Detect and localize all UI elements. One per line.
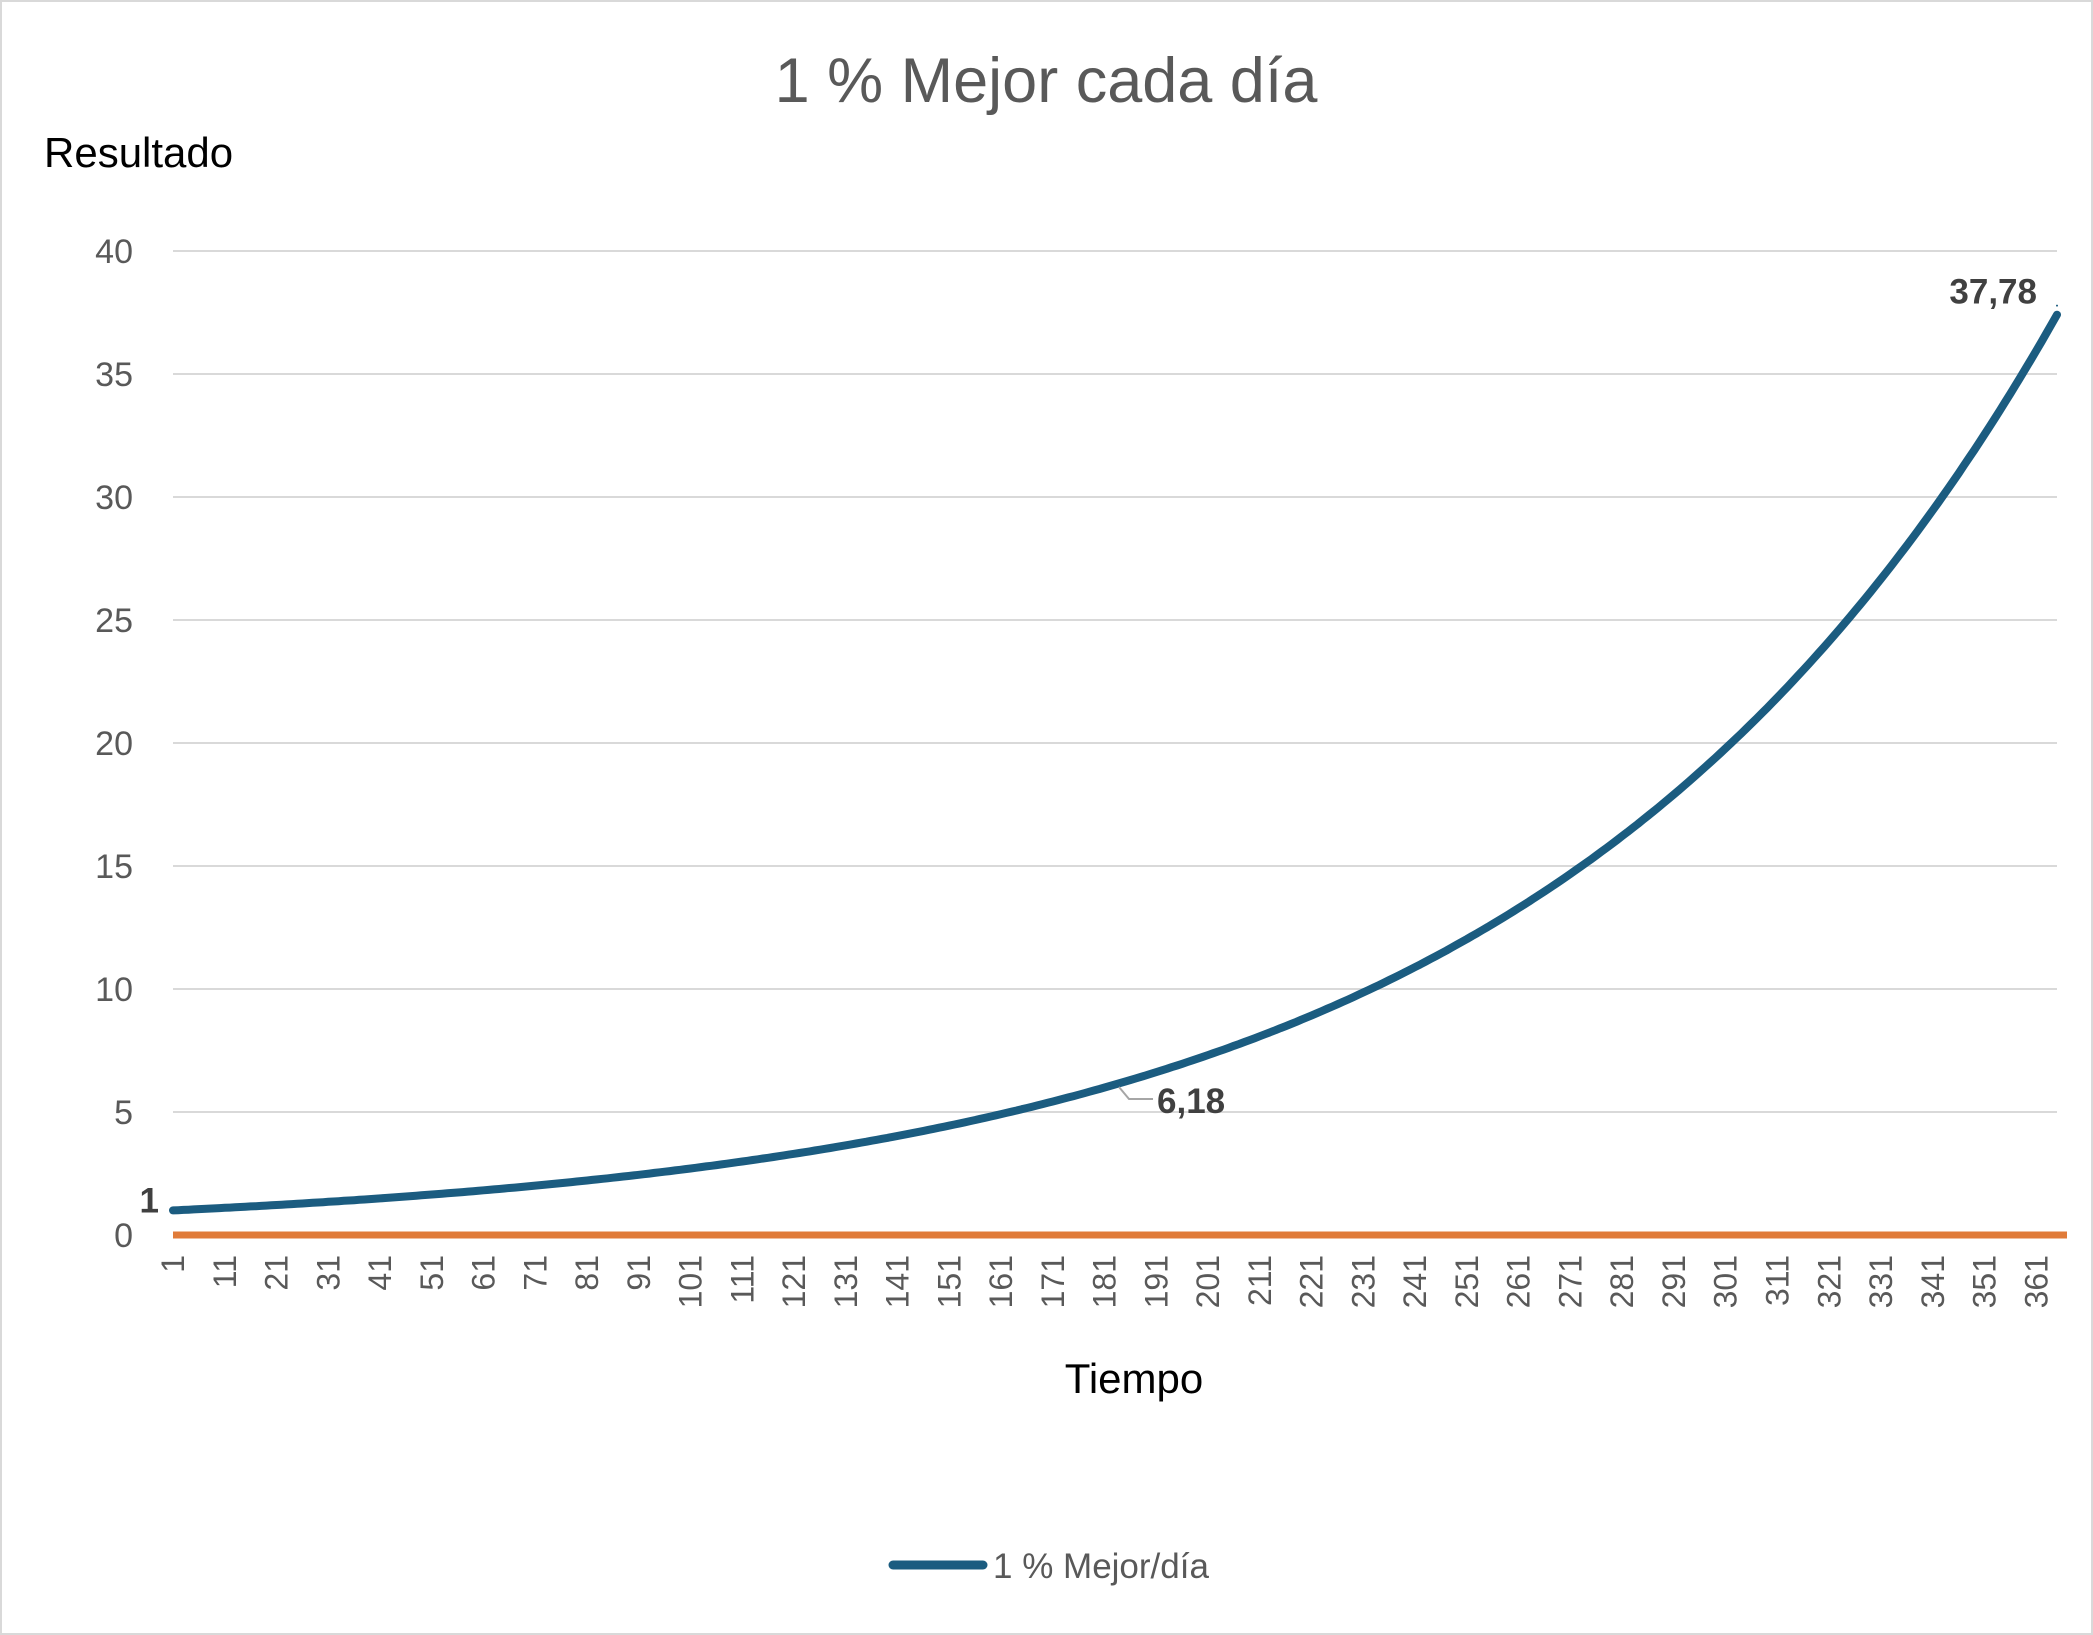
series-point <box>482 1189 485 1192</box>
x-tick-label: 341 <box>1915 1255 1951 1308</box>
y-tick-label: 0 <box>114 1217 133 1255</box>
data-label: 6,18 <box>1157 1082 1225 1121</box>
x-axis-ticks: 1 11 21 31 41 51 61 71 81 91 101 111 121 131 141 151 161… <box>155 1255 2054 1308</box>
x-tick-label: 21 <box>259 1255 295 1291</box>
x-tick-label: 71 <box>517 1255 553 1291</box>
data-label: 1 <box>140 1181 159 1220</box>
series-point <box>637 1173 640 1176</box>
chart-title: 1 % Mejor cada día <box>775 46 1319 116</box>
series-point <box>172 1209 174 1212</box>
y-tick-label: 15 <box>95 848 133 886</box>
x-tick-label: 1 <box>155 1255 191 1273</box>
x-tick-label: 151 <box>931 1255 967 1308</box>
y-tick-label: 10 <box>95 971 133 1009</box>
legend-label: 1 % Mejor/día <box>993 1547 1209 1586</box>
x-tick-label: 311 <box>1760 1255 1796 1306</box>
x-tick-label: 191 <box>1138 1255 1174 1308</box>
x-tick-label: 271 <box>1552 1255 1588 1308</box>
y-tick-label: 20 <box>95 725 133 763</box>
series-point <box>327 1200 330 1203</box>
series-point <box>1880 577 1883 580</box>
x-tick-label: 231 <box>1345 1255 1381 1308</box>
x-tick-label: 111 <box>724 1255 760 1304</box>
series-point <box>1569 872 1572 875</box>
data-labels: 1 6,18 37,78 <box>140 273 2037 1221</box>
x-tick-label: 321 <box>1811 1255 1847 1308</box>
x-tick-label: 251 <box>1449 1255 1485 1308</box>
x-tick-label: 121 <box>776 1255 812 1308</box>
x-tick-label: 281 <box>1604 1255 1640 1308</box>
x-tick-label: 41 <box>362 1255 398 1291</box>
x-tick-label: 181 <box>1087 1255 1123 1308</box>
x-tick-label: 161 <box>983 1255 1019 1308</box>
y-tick-label: 25 <box>95 602 133 640</box>
x-tick-label: 11 <box>207 1255 243 1288</box>
y-axis-ticks: 0 5 10 15 20 25 30 35 40 <box>95 233 133 1255</box>
series-point <box>948 1124 951 1127</box>
x-tick-label: 61 <box>466 1255 502 1291</box>
x-tick-label: 51 <box>414 1255 450 1291</box>
data-label: 37,78 <box>1949 273 2037 312</box>
series-point <box>1258 1035 1261 1038</box>
x-tick-label: 131 <box>828 1255 864 1308</box>
x-tick-label: 91 <box>621 1255 657 1291</box>
x-tick-label: 261 <box>1501 1255 1537 1308</box>
x-tick-label: 351 <box>1967 1255 2003 1308</box>
x-tick-label: 201 <box>1190 1255 1226 1308</box>
x-tick-label: 361 <box>2018 1255 2054 1308</box>
series-point <box>2056 304 2058 307</box>
y-axis-title: Resultado <box>44 129 233 176</box>
x-tick-label: 331 <box>1863 1255 1899 1308</box>
x-tick-label: 101 <box>673 1255 709 1308</box>
x-tick-label: 241 <box>1397 1255 1433 1308</box>
x-axis-title: Tiempo <box>1065 1355 1204 1402</box>
x-tick-label: 141 <box>880 1255 916 1308</box>
y-tick-label: 5 <box>114 1094 133 1132</box>
leader-line <box>1118 1086 1153 1100</box>
x-tick-label: 171 <box>1035 1255 1071 1308</box>
series-point <box>1724 747 1727 750</box>
series-point <box>793 1152 796 1155</box>
y-tick-label: 40 <box>95 233 133 271</box>
series-1-mejor-line <box>169 310 2061 1215</box>
x-tick-label: 221 <box>1294 1255 1330 1308</box>
series-layer <box>169 304 2067 1239</box>
x-tick-label: 211 <box>1242 1255 1278 1306</box>
y-tick-label: 35 <box>95 356 133 394</box>
x-tick-label: 81 <box>569 1255 605 1291</box>
y-tick-label: 30 <box>95 479 133 517</box>
x-tick-label: 291 <box>1656 1255 1692 1308</box>
legend: 1 % Mejor/día <box>888 1547 1209 1586</box>
x-tick-label: 301 <box>1708 1255 1744 1308</box>
series-point <box>1414 966 1417 969</box>
x-tick-label: 31 <box>310 1255 346 1291</box>
series-point <box>1114 1081 1116 1084</box>
